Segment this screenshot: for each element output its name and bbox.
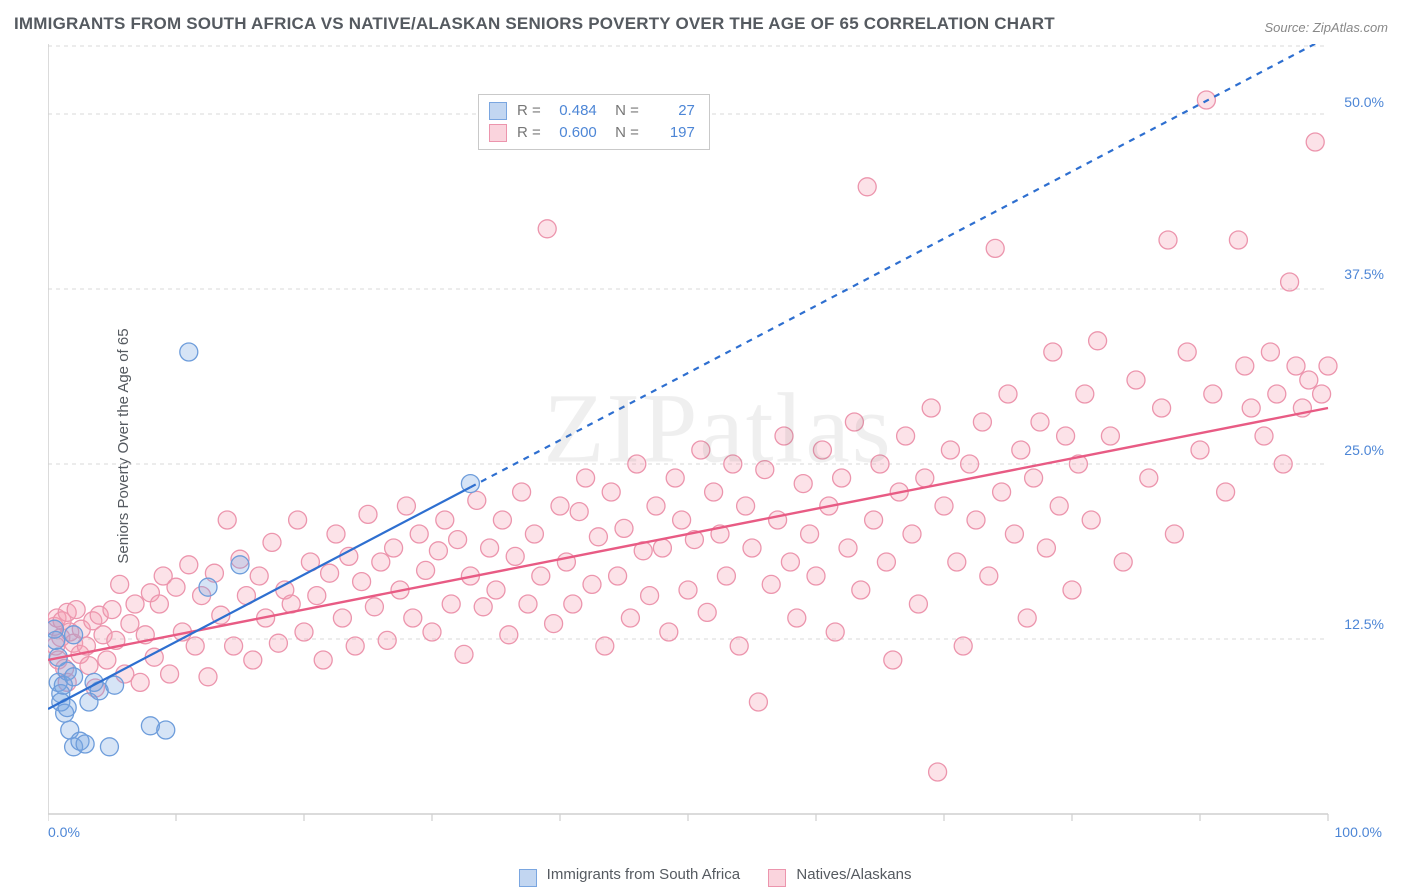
legend-label-2: Natives/Alaskans [796,866,911,883]
y-tick-37-5: 37.5% [1344,266,1384,282]
y-tick-12-5: 12.5% [1344,616,1384,632]
stats-row-series-1: R = 0.484 N = 27 [489,100,695,122]
stat-n-label: N = [607,100,639,122]
correlation-stats-box: R = 0.484 N = 27 R = 0.600 N = 197 [478,94,710,150]
stat-n-value-2: 197 [649,122,695,144]
stat-n-label: N = [607,122,639,144]
swatch-pink-icon [489,124,507,142]
y-tick-50: 50.0% [1344,94,1384,110]
chart-area: ZIPatlas R = 0.484 N = 27 R = 0.600 N = … [48,44,1388,844]
x-tick-100: 100.0% [1335,824,1382,840]
stats-row-series-2: R = 0.600 N = 197 [489,122,695,144]
legend-label-1: Immigrants from South Africa [547,866,740,883]
y-tick-25: 25.0% [1344,442,1384,458]
stat-n-value-1: 27 [649,100,695,122]
swatch-blue-icon [489,102,507,120]
stat-r-value-2: 0.600 [551,122,597,144]
x-tick-0: 0.0% [48,824,80,840]
bottom-legend: Immigrants from South Africa Natives/Ala… [0,866,1406,884]
stat-r-label: R = [517,122,541,144]
chart-title: IMMIGRANTS FROM SOUTH AFRICA VS NATIVE/A… [14,14,1055,34]
stat-r-label: R = [517,100,541,122]
scatter-chart-svg [48,44,1388,844]
stat-r-value-1: 0.484 [551,100,597,122]
source-attribution: Source: ZipAtlas.com [1264,20,1388,35]
legend-swatch-pink-icon [768,869,786,887]
legend-swatch-blue-icon [519,869,537,887]
